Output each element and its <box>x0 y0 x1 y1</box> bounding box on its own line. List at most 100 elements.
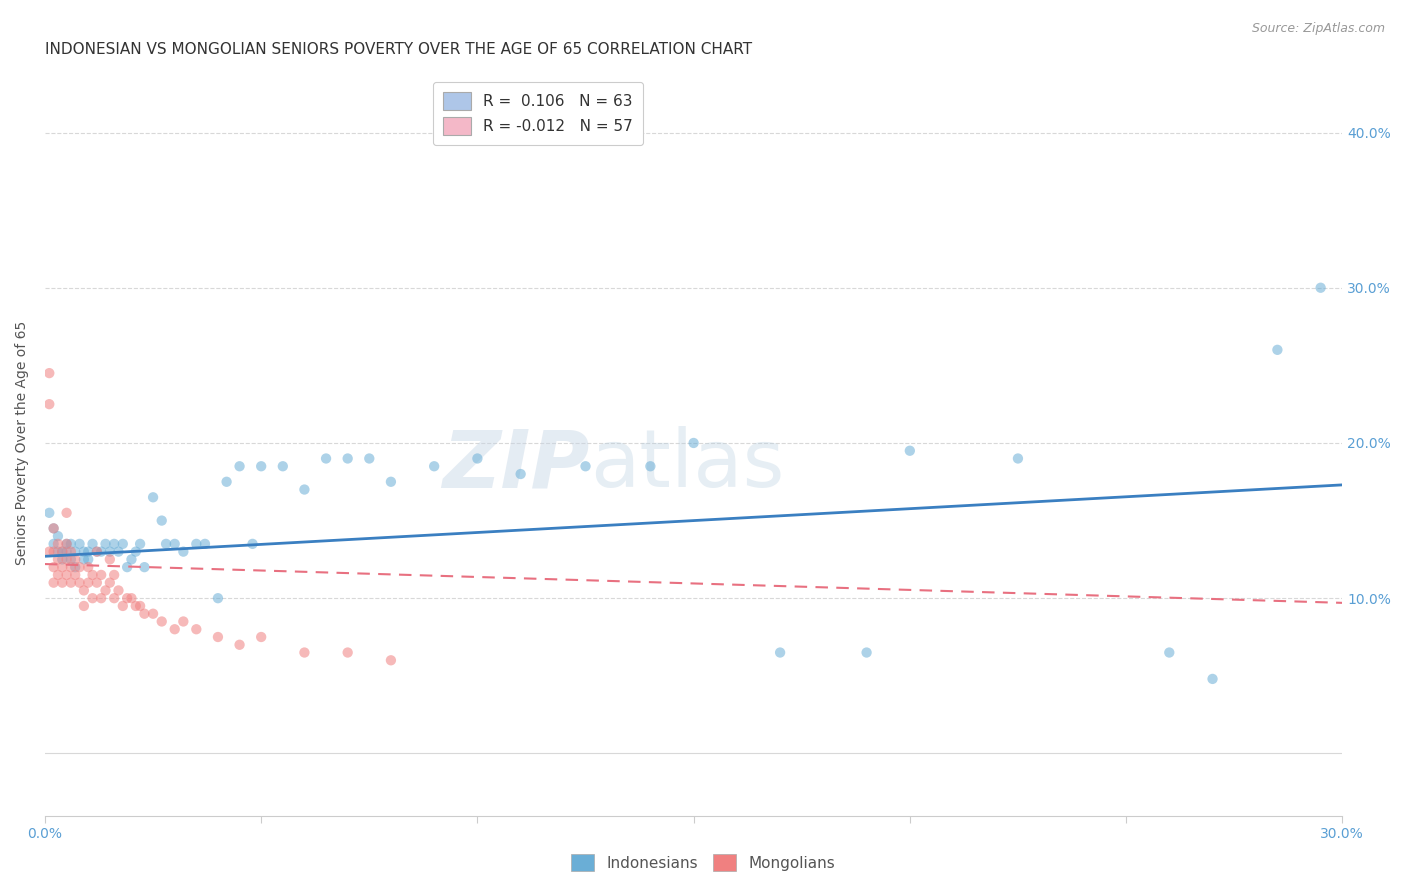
Point <box>207 630 229 644</box>
Point <box>228 638 250 652</box>
Point <box>111 599 134 613</box>
Point <box>38 544 60 558</box>
Point <box>186 537 208 551</box>
Point <box>172 544 194 558</box>
Point <box>682 436 704 450</box>
Point <box>82 591 104 606</box>
Point <box>94 537 117 551</box>
Point <box>51 552 73 566</box>
Point <box>82 537 104 551</box>
Point <box>103 537 125 551</box>
Text: INDONESIAN VS MONGOLIAN SENIORS POVERTY OVER THE AGE OF 65 CORRELATION CHART: INDONESIAN VS MONGOLIAN SENIORS POVERTY … <box>45 42 752 57</box>
Point <box>38 366 60 380</box>
Y-axis label: Seniors Poverty Over the Age of 65: Seniors Poverty Over the Age of 65 <box>15 321 30 566</box>
Point <box>134 560 156 574</box>
Point <box>380 475 402 489</box>
Legend: R =  0.106   N = 63, R = -0.012   N = 57: R = 0.106 N = 63, R = -0.012 N = 57 <box>433 82 644 145</box>
Point <box>1309 281 1331 295</box>
Point <box>55 537 77 551</box>
Point <box>77 560 100 574</box>
Point <box>163 537 186 551</box>
Point <box>315 451 337 466</box>
Point <box>115 560 138 574</box>
Point <box>69 575 91 590</box>
Point <box>42 521 65 535</box>
Point <box>111 537 134 551</box>
Point <box>1267 343 1289 357</box>
Point <box>46 544 69 558</box>
Point <box>86 544 108 558</box>
Point <box>271 459 294 474</box>
Point <box>46 529 69 543</box>
Point <box>38 397 60 411</box>
Point <box>90 568 112 582</box>
Point <box>98 552 121 566</box>
Point <box>51 560 73 574</box>
Point <box>129 537 152 551</box>
Text: Source: ZipAtlas.com: Source: ZipAtlas.com <box>1251 22 1385 36</box>
Point <box>69 537 91 551</box>
Point <box>51 544 73 558</box>
Point <box>86 544 108 558</box>
Point <box>77 552 100 566</box>
Point <box>82 568 104 582</box>
Point <box>125 544 148 558</box>
Point <box>59 537 82 551</box>
Point <box>509 467 531 481</box>
Point <box>207 591 229 606</box>
Point <box>855 646 877 660</box>
Point <box>186 622 208 636</box>
Point <box>42 544 65 558</box>
Point <box>142 491 165 505</box>
Point <box>69 560 91 574</box>
Point <box>134 607 156 621</box>
Point <box>98 544 121 558</box>
Point <box>242 537 264 551</box>
Point <box>467 451 489 466</box>
Point <box>42 560 65 574</box>
Point <box>172 615 194 629</box>
Point <box>194 537 217 551</box>
Point <box>86 575 108 590</box>
Point <box>65 552 87 566</box>
Point <box>90 544 112 558</box>
Point <box>107 583 129 598</box>
Point <box>769 646 792 660</box>
Point <box>359 451 381 466</box>
Point <box>38 506 60 520</box>
Point <box>59 544 82 558</box>
Point <box>42 537 65 551</box>
Point <box>59 560 82 574</box>
Point <box>125 599 148 613</box>
Point <box>120 591 142 606</box>
Point <box>42 575 65 590</box>
Point <box>150 514 173 528</box>
Point <box>51 544 73 558</box>
Point <box>163 622 186 636</box>
Point <box>55 544 77 558</box>
Point <box>77 544 100 558</box>
Point <box>90 591 112 606</box>
Point <box>640 459 662 474</box>
Point <box>250 630 273 644</box>
Point <box>1159 646 1181 660</box>
Point <box>55 537 77 551</box>
Point <box>103 591 125 606</box>
Point <box>129 599 152 613</box>
Point <box>65 560 87 574</box>
Point <box>336 646 359 660</box>
Point <box>423 459 446 474</box>
Point <box>250 459 273 474</box>
Point <box>142 607 165 621</box>
Point <box>294 483 316 497</box>
Point <box>120 552 142 566</box>
Point <box>55 506 77 520</box>
Point <box>55 552 77 566</box>
Point <box>115 591 138 606</box>
Point <box>150 615 173 629</box>
Point <box>59 552 82 566</box>
Point <box>98 575 121 590</box>
Point <box>51 575 73 590</box>
Point <box>77 575 100 590</box>
Point <box>94 583 117 598</box>
